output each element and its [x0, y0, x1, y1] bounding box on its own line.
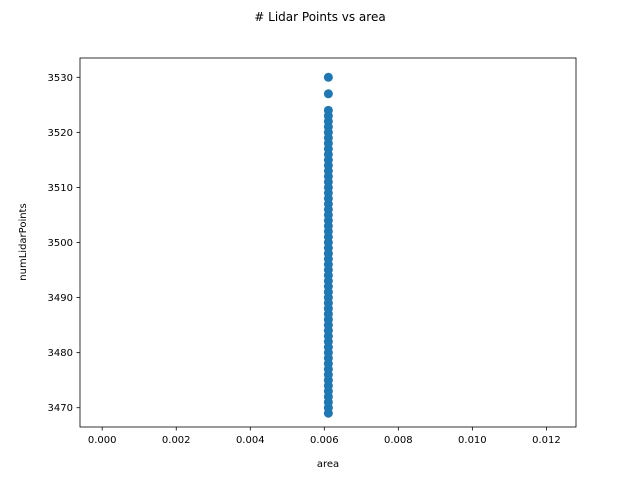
chart-title: # Lidar Points vs area [254, 10, 385, 24]
y-tick-label: 3490 [48, 293, 73, 304]
x-axis-ticks: 0.000 0.002 0.004 0.006 0.008 0.010 0.012 [88, 427, 561, 446]
x-tick-label: 0.008 [384, 435, 413, 446]
x-tick-label: 0.004 [236, 435, 265, 446]
y-tick-label: 3520 [48, 128, 73, 139]
y-tick-label: 3480 [48, 348, 73, 359]
x-tick-label: 0.000 [88, 435, 117, 446]
x-tick-label: 0.010 [458, 435, 487, 446]
x-tick-label: 0.006 [310, 435, 339, 446]
data-point [323, 89, 333, 99]
y-tick-label: 3510 [48, 183, 73, 194]
x-axis-label: area [317, 459, 339, 470]
data-point [323, 105, 333, 115]
data-points [323, 72, 333, 418]
y-axis-label: numLidarPoints [18, 203, 29, 280]
y-tick-label: 3530 [48, 73, 73, 84]
y-axis-ticks: 3470 3480 3490 3500 3510 3520 3530 [48, 73, 80, 414]
y-tick-label: 3470 [48, 403, 73, 414]
x-tick-label: 0.012 [532, 435, 561, 446]
data-point [323, 72, 333, 82]
x-tick-label: 0.002 [162, 435, 191, 446]
y-tick-label: 3500 [48, 238, 73, 249]
